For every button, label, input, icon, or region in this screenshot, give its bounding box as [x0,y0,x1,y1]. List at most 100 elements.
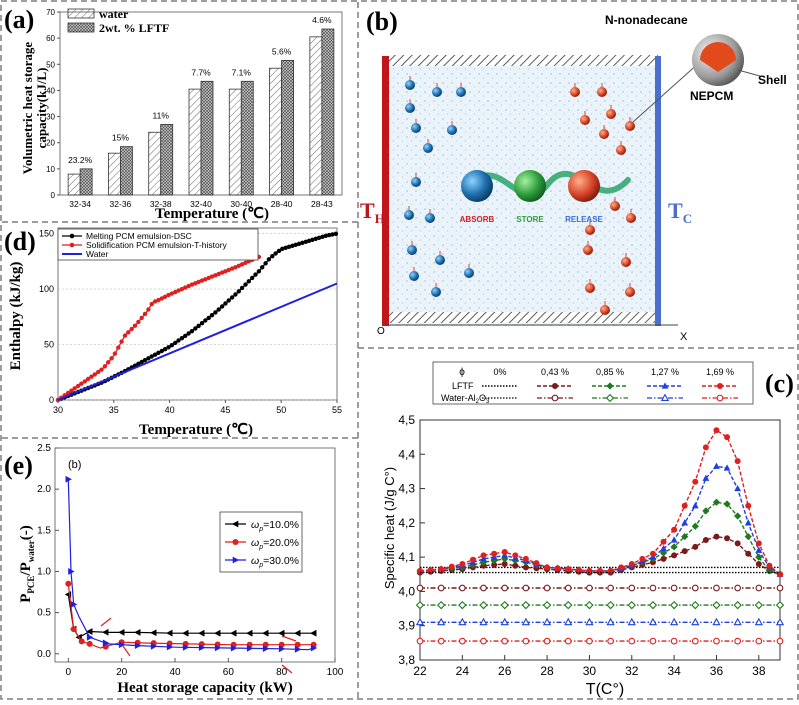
legend-swatch-water [67,8,95,19]
panel-d-data-point [270,254,275,259]
panel-e-ytick-label: 1.5 [37,525,51,536]
panel-c-data-point [628,584,636,592]
panel-a-ylabel-line1: Volumetric heat storage [20,42,35,175]
panel-d-data-point [79,381,84,386]
hot-nepcm-particle [621,257,631,267]
panel-d-data-point [316,235,322,240]
panel-c-data-point [681,548,688,555]
hot-nepcm-particle [616,145,626,155]
hot-wall [382,56,389,326]
panel-c-data-point [660,544,667,552]
cold-nepcm-particle [409,271,419,281]
panel-c-data-point [649,637,657,645]
panel-e-ylabel: PPCE/Pwater(-) [18,525,36,603]
panel-c-data-point [480,584,487,592]
panel-c-data-point [586,637,593,645]
panel-c-data-point [618,564,625,571]
panel-c-data-point [542,600,552,610]
panel-c-data-point [627,600,636,610]
release-label: RELEASE [565,215,603,224]
hot-nepcm-particle [606,109,616,119]
panel-c-data-point [724,434,731,441]
panel-c-data-point [575,567,582,573]
panel-c-data-point [416,637,424,645]
panel-c-xtick-label: 26 [498,664,512,678]
panel-d-data-point [229,266,235,271]
cold-nepcm-particle [407,245,417,255]
panel-c-data-point [606,600,615,610]
panel-c-data-point [427,567,434,573]
panel-e-data-point [310,644,318,652]
panel-d-data-point [199,278,205,283]
panel-e-data-point [198,644,206,651]
panel-c-data-point [702,507,710,515]
panel-c-data-point [745,502,752,509]
annotation-arrow-4 [281,664,293,674]
panel-c-data-point [670,584,678,592]
panel-a-ytick-label: 70 [46,8,55,17]
panel-d-data-point [122,333,128,338]
panel-d-plot-frame [57,227,338,401]
panel-d-data-point [260,265,265,270]
cold-wall-temperature-label: TC [668,198,692,226]
panel-d-data-point [280,246,285,251]
bar-water [309,36,323,196]
cold-nepcm-particle [405,103,415,113]
panel-d-ytick-label: 0 [49,395,54,405]
panel-c-data-point [522,555,529,562]
panel-a-ylabel-line2: capacity(kJ/L) [34,68,49,149]
panel-c-data-point [744,519,752,526]
top-adiabatic-wall [388,55,658,66]
panel-e-data-point [150,629,157,637]
panel-d-data-point [169,291,174,296]
panel-c-data-point [564,617,573,626]
panel-c-data-point [533,560,540,567]
panel-c-data-point [564,584,572,592]
absorb-store-release-diagram: ABSORB STORE RELEASE [460,170,631,224]
panel-e-data-point [182,629,189,637]
legend-row-lftf: LFTF [452,381,474,391]
panel-d-data-point [142,358,148,363]
panel-c-data-point [543,637,551,645]
panel-c-xtick-label: 38 [752,664,766,678]
panel-d-data-point [173,289,178,295]
annotation-arrow-3 [281,635,297,642]
panel-c-legend-col-header: 0,85 % [596,367,624,377]
panel-c-data-point [437,637,445,645]
panel-d-data-point [239,262,245,267]
panel-d-data-point [223,301,228,306]
panel-d-xtick-label: 55 [332,405,342,415]
panel-a-ytick-label: 30 [46,113,55,122]
panel-d-data-point [69,388,74,393]
panel-d-data-point [236,289,241,294]
panel-e-data-point [68,568,75,575]
cold-nepcm-particle [431,287,441,297]
panel-a-xtick-label: 30-40 [230,199,252,209]
panel-c-data-point [669,617,679,626]
panel-c-data-point [734,584,741,592]
panel-e-data-point [262,629,269,637]
panel-d-data-point [266,257,272,262]
bar-lftf [240,80,254,196]
panel-d-data-point [183,333,188,339]
bar-lftf [321,28,335,196]
panel-c-data-point [522,564,529,571]
panel-e-xtick-label: 100 [327,667,344,678]
hot-nepcm-particle [585,283,595,293]
panel-d-data-point [152,352,158,357]
bar-water [228,88,242,196]
panel-d-data-point [65,390,71,396]
cold-nepcm-particle [464,268,474,278]
panel-d-data-point [159,348,164,354]
panel-d-data-point [203,318,208,323]
panel-e-data-point [182,643,190,651]
panel-b: (b) O X TH TC ABSORB STORE RELEASE N-non… [360,7,787,343]
panel-c-data-point [712,498,721,506]
panel-d-data-point [290,243,295,248]
panel-d-data-point [102,364,108,369]
panel-d-data-point [85,376,91,382]
annotation-arrow-2 [122,645,131,657]
cold-nepcm-particle [411,123,421,133]
bar-water [108,152,121,196]
